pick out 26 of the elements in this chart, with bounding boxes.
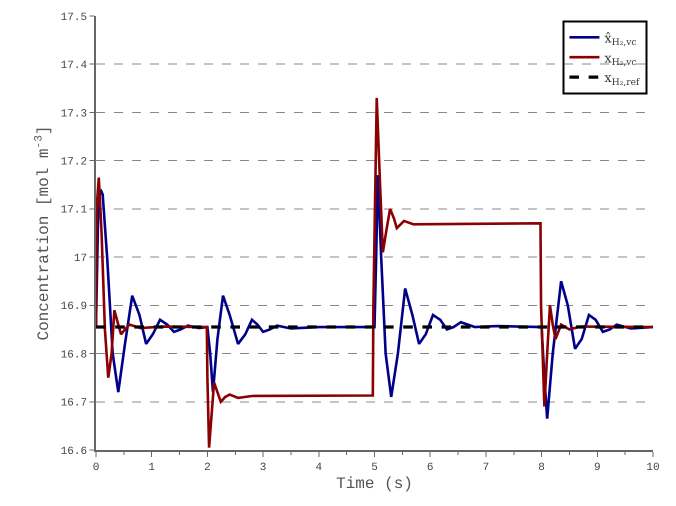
- y-tick-label: 16.6: [60, 446, 88, 458]
- x-tick-label: 3: [260, 462, 266, 474]
- y-tick-label: 17.5: [60, 12, 88, 24]
- y-tick-label: 17.4: [60, 60, 88, 72]
- y-tick-label: 17: [74, 252, 88, 265]
- y-tick-label: 16.7: [60, 398, 88, 410]
- x-tick-label: 7: [482, 462, 490, 474]
- line-series: [96, 96, 653, 449]
- x-tick-label: 6: [426, 462, 434, 474]
- y-tick-label: 16.8: [60, 349, 88, 362]
- x-tick-label: 2: [204, 462, 211, 474]
- x-tick-label: 5: [371, 462, 378, 474]
- x-tick-label: 8: [538, 462, 545, 474]
- y-tick-label: 17.3: [60, 108, 88, 120]
- legend-label: x̂$_{H₂,vc}$: [604, 31, 636, 48]
- x-tick-label: 0: [92, 462, 100, 474]
- x-tick-label: 1: [148, 462, 156, 474]
- y-tick-label: 17.2: [60, 156, 88, 169]
- legend-label: x$_{H₂,vc}$: [604, 51, 636, 68]
- y-tick-label: 16.9: [60, 301, 88, 314]
- legend-label: x$_{H₂,ref}$: [604, 71, 640, 88]
- x-tick-label: 10: [646, 462, 660, 474]
- y-tick-label: 17.1: [60, 204, 88, 217]
- x-tick-label: 4: [315, 462, 322, 474]
- x-axis-title: Time (s): [336, 475, 413, 494]
- x-tick-label: 9: [594, 462, 601, 474]
